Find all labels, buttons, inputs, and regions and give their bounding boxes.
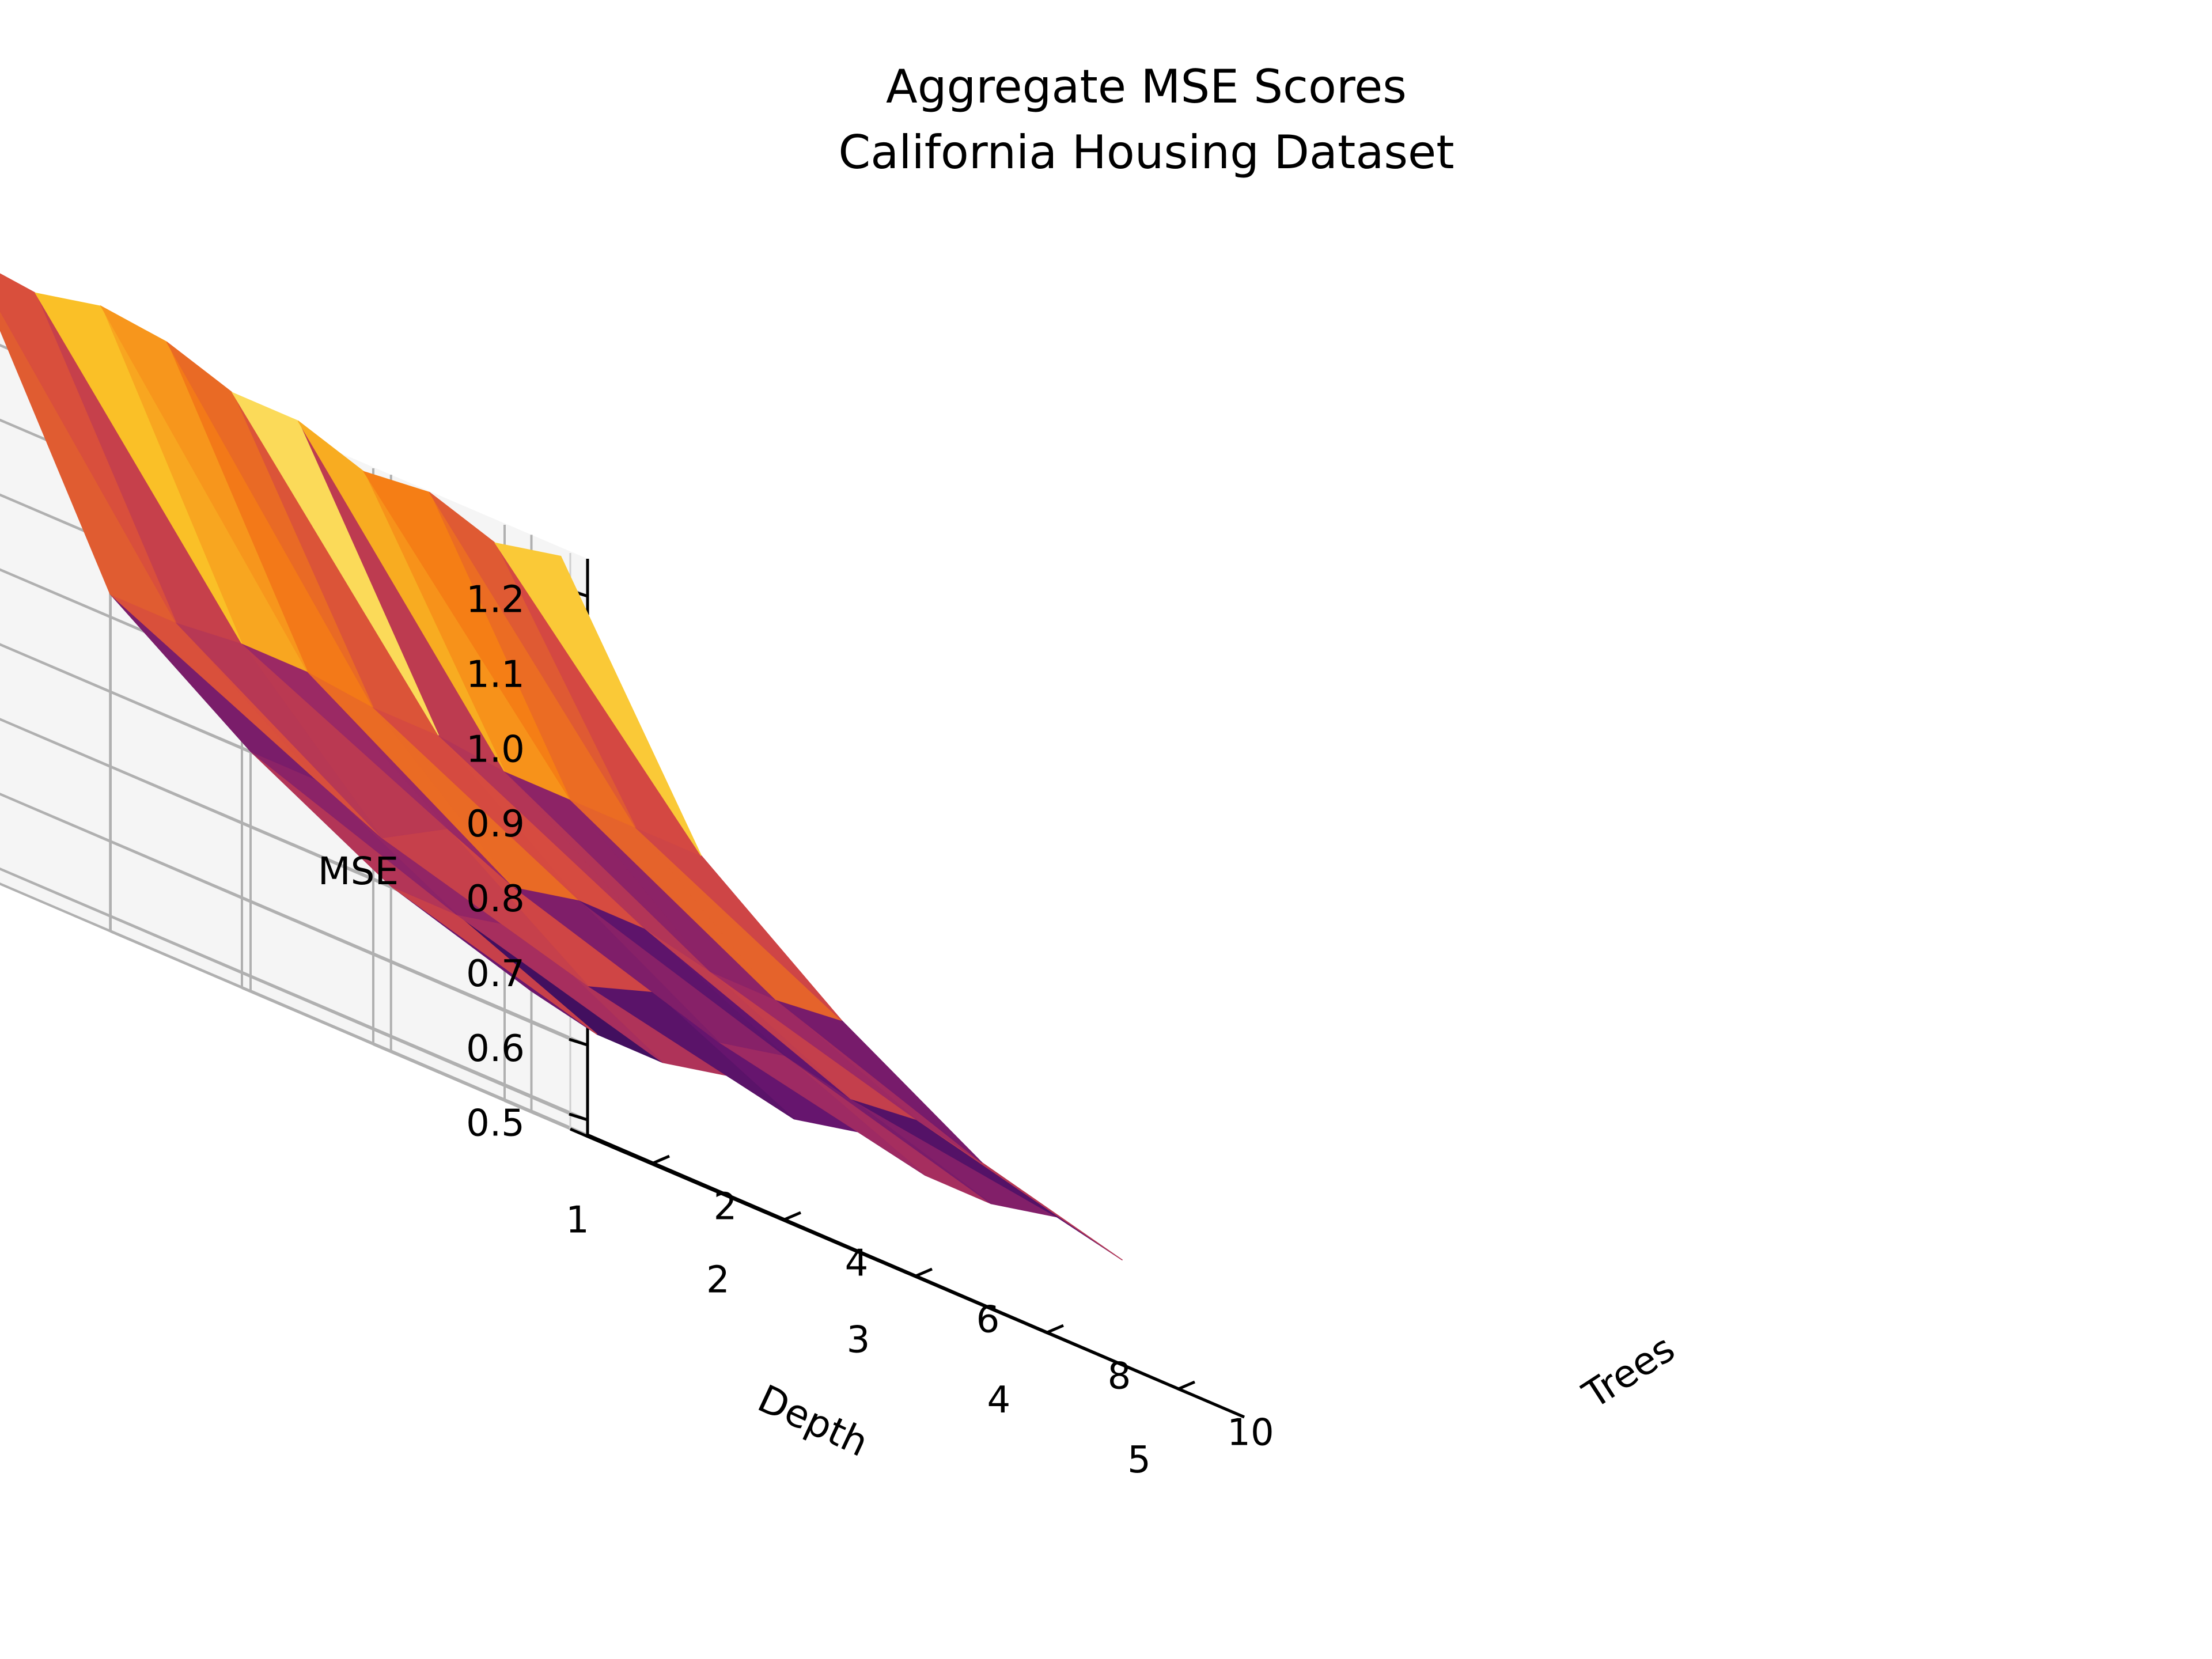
grid-line-mse <box>0 793 571 1040</box>
trees-tick-label: 10 <box>1227 1412 1274 1455</box>
depth-tick-label: 4 <box>987 1379 1010 1422</box>
surface-facet <box>297 421 505 771</box>
depth-tick-label: 3 <box>847 1319 870 1362</box>
depth-tick <box>891 1264 908 1275</box>
mse-tick-label: 0.8 <box>466 878 525 921</box>
trees-tick <box>653 1154 670 1165</box>
surface-facet <box>35 292 242 643</box>
surface-facet <box>166 342 373 707</box>
depth-tick <box>1031 1324 1048 1335</box>
surface-facet <box>429 492 636 828</box>
chart-title: Aggregate MSE Scores <box>886 60 1407 113</box>
trees-tick-label: 8 <box>1108 1355 1131 1398</box>
depth-tick <box>1171 1385 1189 1395</box>
surface-facet <box>362 471 570 800</box>
mse-tick-label: 0.7 <box>466 953 525 995</box>
trees-tick-label: 2 <box>714 1186 737 1229</box>
mse-tick-label: 1.2 <box>466 578 525 621</box>
mse-tick-label: 1.1 <box>466 653 525 696</box>
surface-facet <box>231 392 439 736</box>
y-axis-label: Depth <box>751 1376 875 1465</box>
depth-tick-label: 2 <box>706 1259 730 1301</box>
trees-tick <box>915 1267 933 1278</box>
trees-tick <box>1178 1380 1195 1391</box>
depth-tick-label: 5 <box>1127 1439 1151 1482</box>
z-axis-label: MSE <box>318 849 399 893</box>
surface-facet <box>916 1119 1123 1261</box>
trees-tick-label: 6 <box>976 1299 1000 1342</box>
depth-tick-label: 1 <box>566 1199 589 1241</box>
surface-facet <box>850 1098 1057 1218</box>
mse-tick-label: 1.0 <box>466 728 525 771</box>
surface-mesh <box>0 273 1123 1261</box>
surface-facet <box>0 273 176 623</box>
trees-tick-label: 4 <box>845 1243 869 1285</box>
chart-subtitle: California Housing Dataset <box>838 126 1454 179</box>
mse-tick-label: 0.6 <box>466 1028 525 1070</box>
depth-tick <box>750 1205 768 1215</box>
trees-tick <box>1047 1324 1064 1334</box>
mse-tick <box>569 1112 588 1122</box>
x-axis-label: Trees <box>1575 1326 1683 1418</box>
trees-tick <box>784 1211 801 1221</box>
grid-line-mse <box>0 868 571 1115</box>
surface-facet <box>100 305 308 672</box>
depth-tick <box>609 1145 627 1154</box>
mse-tick-label: 0.5 <box>466 1103 525 1145</box>
mse-tick <box>569 1037 588 1047</box>
surface-facet <box>494 542 702 856</box>
mse-tick-label: 0.9 <box>466 803 525 846</box>
